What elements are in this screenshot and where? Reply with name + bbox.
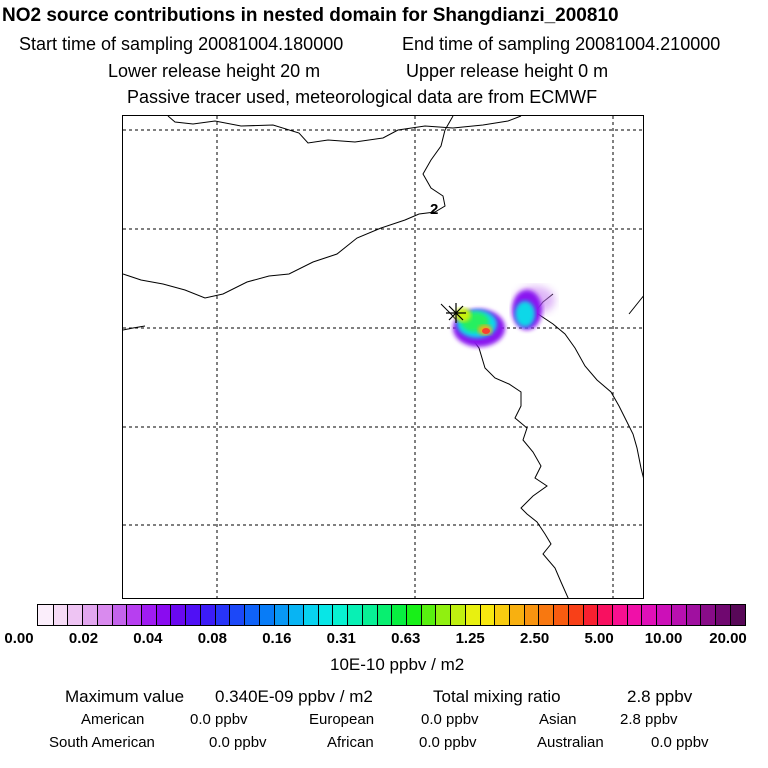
color-scale-swatch [420,605,436,625]
color-scale-swatch [656,605,671,625]
color-scale-swatch [685,605,701,625]
color-scale-tick-label: 0.16 [262,630,292,647]
color-scale-swatch [347,605,362,625]
plot-title: NO2 source contributions in nested domai… [2,5,619,26]
coastline-borders [123,116,643,598]
color-scale-swatch [317,605,333,625]
color-scale-bar [37,604,746,626]
color-scale-tick-label: 0.63 [391,630,421,647]
color-scale-unit: 10E-10 ppbv / m2 [330,655,465,674]
color-scale-swatch [67,605,83,625]
color-scale-tick-label: 0.08 [197,630,227,647]
color-scale-swatch [273,605,289,625]
color-scale-swatch [523,605,539,625]
end-time-label: End time of sampling 20081004.210000 [402,34,721,54]
color-scale-swatch [244,605,259,625]
color-scale-swatch [52,605,68,625]
color-scale-tick-label: 0.31 [326,630,356,647]
region-value: 0.0 ppbv [209,734,267,751]
color-scale-swatch [302,605,318,625]
color-scale-swatch [38,605,53,625]
color-scale-tick-label: 10.00 [644,630,683,647]
color-scale-swatch [155,605,171,625]
color-scale-tick-label: 0.02 [68,630,99,647]
lower-height-label: Lower release height 20 m [108,61,321,81]
total-mixing-label: Total mixing ratio [433,687,561,706]
color-scale-swatch [641,605,657,625]
color-scale-swatch [567,605,583,625]
asterisk-icon [446,303,466,323]
color-scale-tick-label: 1.25 [455,630,485,647]
color-scale-tick-label: 0.04 [133,630,163,647]
color-scale-swatch [288,605,303,625]
color-scale-swatch [405,605,421,625]
tracer-note: Passive tracer used, meteorological data… [127,87,598,107]
color-scale-swatch [553,605,568,625]
region-value: 0.0 ppbv [651,734,709,751]
color-scale-swatch [597,605,613,625]
map-panel: 2 [122,115,644,599]
region-name: European [309,711,375,728]
total-mixing-value: 2.8 ppbv [627,687,693,706]
color-scale-swatch [464,605,480,625]
color-scale-tick-label: 0.00 [4,630,34,647]
color-scale-swatch [450,605,465,625]
region-name: Asian [539,711,577,728]
color-scale-swatch [670,605,686,625]
color-scale-tick-label: 5.00 [584,630,614,647]
max-value: 0.340E-09 ppbv / m2 [215,687,373,706]
color-scale-swatch [729,605,745,625]
color-scale-swatch [332,605,348,625]
color-scale-swatch [258,605,274,625]
color-scale-swatch [494,605,509,625]
color-scale-swatch [126,605,142,625]
color-scale-swatch [111,605,127,625]
region-value: 2.8 ppbv [620,711,678,728]
region-name: South American [49,734,155,751]
contour-label: 2 [430,201,438,218]
map-canvas: 2 [123,116,643,598]
color-scale-swatch [229,605,245,625]
map-gridlines [123,116,643,598]
region-name: Australian [537,734,604,751]
color-scale-swatch [715,605,730,625]
color-scale-swatch [185,605,200,625]
color-scale-swatch [582,605,598,625]
region-value: 0.0 ppbv [419,734,477,751]
region-name: American [81,711,145,728]
color-scale-swatch [538,605,554,625]
color-scale-swatch [700,605,716,625]
color-scale-swatch [435,605,451,625]
region-value: 0.0 ppbv [190,711,248,728]
region-name: African [327,734,374,751]
color-scale-swatch [361,605,377,625]
concentration-plume [453,286,555,347]
color-scale-swatch [391,605,406,625]
color-scale-swatch [82,605,97,625]
color-scale-swatch [479,605,495,625]
upper-height-label: Upper release height 0 m [406,61,609,81]
color-scale-tick-label: 20.00 [709,630,747,647]
color-scale-swatch [141,605,156,625]
color-scale-swatch [612,605,627,625]
color-scale-swatch [376,605,392,625]
color-scale-swatch [509,605,524,625]
color-scale-swatch [199,605,215,625]
color-scale-tick-label: 2.50 [520,630,550,647]
color-scale-swatch [626,605,642,625]
region-value: 0.0 ppbv [421,711,479,728]
start-time-label: Start time of sampling 20081004.180000 [19,34,344,54]
max-value-label: Maximum value [65,687,185,706]
color-scale-swatch [214,605,230,625]
color-scale-swatch [170,605,186,625]
color-scale-swatch [96,605,112,625]
